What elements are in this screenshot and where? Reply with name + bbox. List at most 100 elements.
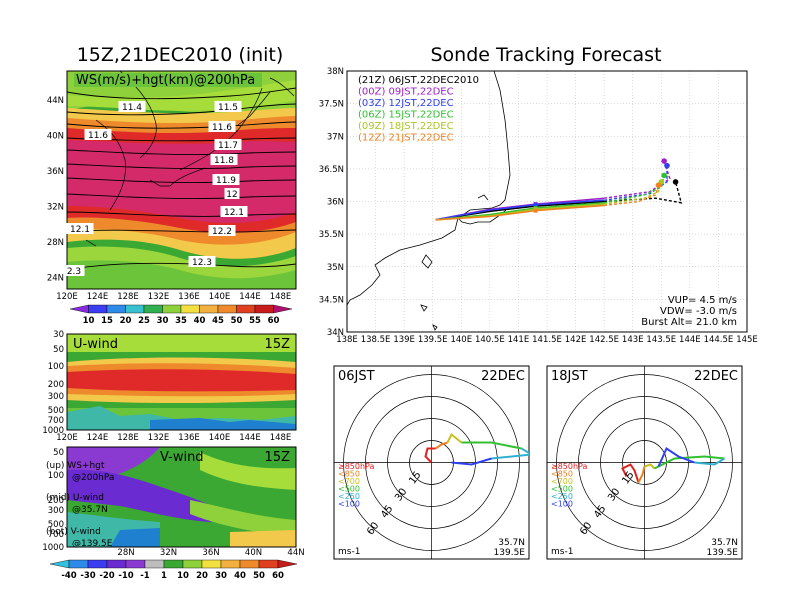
uwind-time: 15Z <box>265 337 291 352</box>
hodo-trace <box>491 447 529 460</box>
contour-label: 12.2 <box>212 227 232 237</box>
hodo-units: ms-1 <box>551 547 573 557</box>
wind-color-swatch <box>201 559 222 569</box>
vwind-p-tick: 500 <box>48 520 64 530</box>
contour-label: 11.9 <box>216 176 236 186</box>
map-frame <box>66 70 297 290</box>
vwind-frame <box>66 446 297 548</box>
wind-color-swatch <box>106 559 127 569</box>
vwind-lat-tick: 44N <box>287 548 304 558</box>
contour-label: 11.6 <box>88 131 108 141</box>
vwind-label: V-wind <box>160 450 204 465</box>
legend-line-b: @200hPa <box>72 473 114 483</box>
track-series <box>435 158 683 221</box>
ws-color-swatch <box>199 304 219 314</box>
uwind-lon-tick: 144E <box>239 433 261 443</box>
track-lon-tick: 145E <box>736 335 758 345</box>
hodo-trace <box>644 463 656 470</box>
ws-colorbar-label: 25 <box>138 316 150 326</box>
contour-label: 11.4 <box>122 103 142 113</box>
wind-colorbar-label: 20 <box>196 571 208 581</box>
uwind-lon-tick: 140E <box>209 433 231 443</box>
vwind-lat-tick: 28N <box>117 548 134 558</box>
hodo-legend-item: <850 <box>551 470 573 479</box>
hodo-trace <box>694 457 726 466</box>
map-band-core <box>67 140 296 223</box>
ws-color-swatch <box>88 304 108 314</box>
hodo-trace <box>621 463 640 483</box>
hodo-trace <box>461 441 522 450</box>
ws-color-swatch <box>106 304 126 314</box>
ws-color-swatch <box>236 304 256 314</box>
legend-line-a: (bot) V-wind <box>46 527 101 537</box>
track-info-line: Burst Alt= 21.0 km <box>641 317 737 328</box>
track-lon-tick: 142.5E <box>589 335 619 345</box>
track-legend-item: (09Z) 18JST,22DEC <box>358 121 454 132</box>
vwind-p-tick: 300 <box>48 506 64 516</box>
contour-label: 2.3 <box>67 267 81 277</box>
track-map-frame <box>346 70 748 333</box>
vwind-blue <box>110 528 160 547</box>
track-lon-tick: 141E <box>508 335 530 345</box>
vwind-p-tick: 200 <box>48 496 64 506</box>
track-lat-tick: 35N <box>327 263 344 273</box>
contour-label-box <box>63 265 85 276</box>
map-lon-tick: 148E <box>270 292 292 302</box>
hodo-label-bg <box>336 368 384 382</box>
left-title: 15Z,21DEC2010 (init) <box>77 44 284 66</box>
ws-colorbar: 10 15 20 25 30 35 40 45 50 55 60 <box>69 304 293 326</box>
hodo-loc-lat: 35.7N <box>711 538 738 548</box>
contour-label-box <box>212 174 240 185</box>
wind-color-swatch <box>49 559 70 569</box>
hodo-trace <box>654 455 725 470</box>
hodo-trace <box>446 432 463 444</box>
wind-colorbar-label: 40 <box>234 571 246 581</box>
hodo-legend-item: ≥850hPa <box>551 462 588 471</box>
contour-label: 12.1 <box>224 208 244 218</box>
contour-label: 11.6 <box>212 123 232 133</box>
uwind-lon-tick: 128E <box>117 433 139 443</box>
uwind-red <box>67 369 296 392</box>
track-endpoint <box>672 179 679 185</box>
uwind-p-tick: 100 <box>48 362 64 372</box>
hodo-units: ms-1 <box>338 547 360 557</box>
track-lat-tick: 36.5N <box>319 165 344 175</box>
hodo-trace <box>424 447 436 464</box>
contour-label-box <box>214 139 242 150</box>
track-lat-ticks: 38N 37.5N 37N 36.5N 36N 35.5N 35N 34.5N 34N <box>319 67 344 338</box>
wind-color-swatch <box>68 559 89 569</box>
uwind-lon-tick: 148E <box>270 433 292 443</box>
map-lon-ticks: 120E 124E 128E 132E 136E 140E 144E 148E <box>56 292 291 302</box>
uwind-p-tick: 200 <box>48 380 64 390</box>
wind-colorbar-label: 50 <box>253 571 265 581</box>
track-lon-tick: 138.5E <box>361 335 391 345</box>
contour-label: 12.3 <box>192 258 212 268</box>
vwind-p-tick: 50 <box>53 448 64 458</box>
hodo-legend-item: <500 <box>338 485 360 494</box>
vwind-p-tick: 100 <box>48 471 64 481</box>
track-info-line: VDW= -3.0 m/s <box>660 306 737 317</box>
wind-color-swatch <box>220 559 241 569</box>
ws-colorbar-label: 45 <box>212 316 224 326</box>
contour-labels: 11.4 11.5 11.6 11.6 11.7 11.8 11.9 12 12.1 12.1 12… <box>63 101 248 277</box>
hodo-legend-item: <500 <box>551 485 573 494</box>
left-legend: (up) WS+hgt @200hPa (mid) U-wind @35.7N (bot… <box>46 461 114 549</box>
wind-colorbar-label: -30 <box>80 571 95 581</box>
uwind-p-tick: 30 <box>53 330 64 340</box>
vwind-lat-tick: 36N <box>202 548 219 558</box>
contour-label-box <box>220 206 248 217</box>
ws-colorbar-label: 20 <box>120 316 132 326</box>
track-lon-tick: 140.5E <box>475 335 505 345</box>
uwind-p-tick: 50 <box>53 345 64 355</box>
map-lat-tick: 28N <box>47 238 64 248</box>
ws-colorbar-label: 60 <box>268 316 280 326</box>
hodo-legend-item: <100 <box>338 500 360 509</box>
track-lon-tick: 138E <box>336 335 358 345</box>
track-map-panel: (21Z) 06JST,22DEC2010(00Z) 09JST,22DEC(0… <box>319 67 758 345</box>
wind-colorbar: -40 -30 -20 -10 -1 1 10 20 30 40 50 60 <box>49 559 298 581</box>
track-lon-ticks: 138E 138.5E 139E 139.5E 140E 140.5E 141E 141.5E… <box>336 335 758 345</box>
